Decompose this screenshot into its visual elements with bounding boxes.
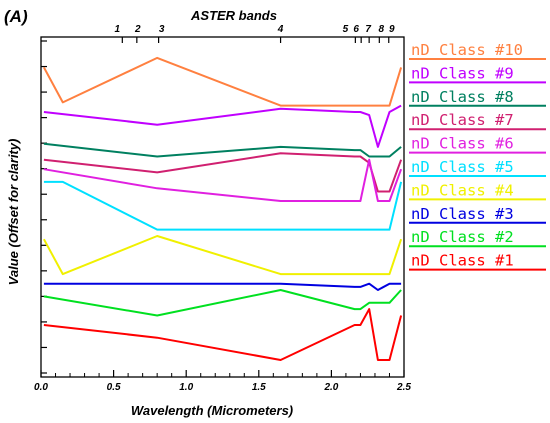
- legend-entry: nD Class #6: [411, 135, 514, 153]
- aster-band-label: 5: [343, 24, 349, 35]
- series-line: [43, 158, 403, 202]
- legend-entry: nD Class #3: [411, 205, 514, 223]
- legend-entry: nD Class #2: [411, 228, 514, 246]
- legend-entry: nD Class #4: [411, 181, 514, 199]
- x-tick-label: 0.0: [34, 382, 48, 393]
- series-line: [43, 104, 402, 148]
- y-axis-label: Value (Offset for clarity): [6, 139, 21, 286]
- x-axis-ticks: 0.0 0.5 1.0 1.5 2.0 2.5: [34, 370, 411, 393]
- x-tick-label: 1.5: [252, 382, 266, 393]
- legend-entry: nD Class #5: [411, 158, 514, 176]
- legend-entry: nD Class #7: [411, 111, 514, 129]
- x-axis-label: Wavelength (Micrometers): [131, 403, 293, 418]
- aster-bands-title: ASTER bands: [190, 8, 277, 23]
- series-line: [43, 282, 402, 291]
- aster-band-label: 1: [115, 24, 121, 35]
- aster-band-label: 4: [277, 24, 284, 35]
- aster-band-label: 8: [379, 24, 385, 35]
- aster-band-label: 3: [159, 24, 165, 35]
- y-axis-ticks: [41, 40, 47, 374]
- series-lines: [43, 56, 403, 361]
- panel-label: (A): [4, 7, 28, 26]
- x-tick-label: 2.5: [396, 382, 411, 393]
- legend-entry: nD Class #8: [411, 88, 514, 106]
- aster-band-label: 7: [365, 24, 371, 35]
- x-tick-label: 0.5: [107, 382, 121, 393]
- legend-entry: nD Class #1: [411, 252, 514, 270]
- aster-band-label: 9: [389, 24, 395, 35]
- aster-band-label: 2: [134, 24, 141, 35]
- plot-frame: [40, 36, 405, 378]
- legend-entry: nD Class #9: [411, 64, 514, 82]
- aster-band-label: 6: [353, 24, 359, 35]
- x-tick-label: 2.0: [323, 382, 338, 393]
- series-line: [43, 235, 403, 276]
- legend: nD Class #10 nD Class #9 nD Class #8 nD Cla…: [409, 41, 546, 271]
- series-line: [43, 289, 402, 317]
- series-line: [43, 56, 403, 107]
- x-tick-label: 1.0: [179, 382, 193, 393]
- legend-entry: nD Class #10: [411, 41, 523, 59]
- series-line: [43, 308, 403, 361]
- series-line: [43, 142, 402, 158]
- series-line: [43, 152, 403, 193]
- series-line: [43, 180, 403, 231]
